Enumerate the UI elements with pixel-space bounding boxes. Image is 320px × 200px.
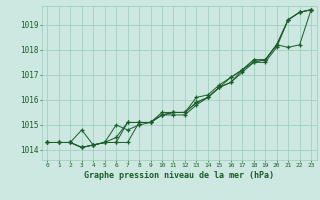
X-axis label: Graphe pression niveau de la mer (hPa): Graphe pression niveau de la mer (hPa) (84, 171, 274, 180)
